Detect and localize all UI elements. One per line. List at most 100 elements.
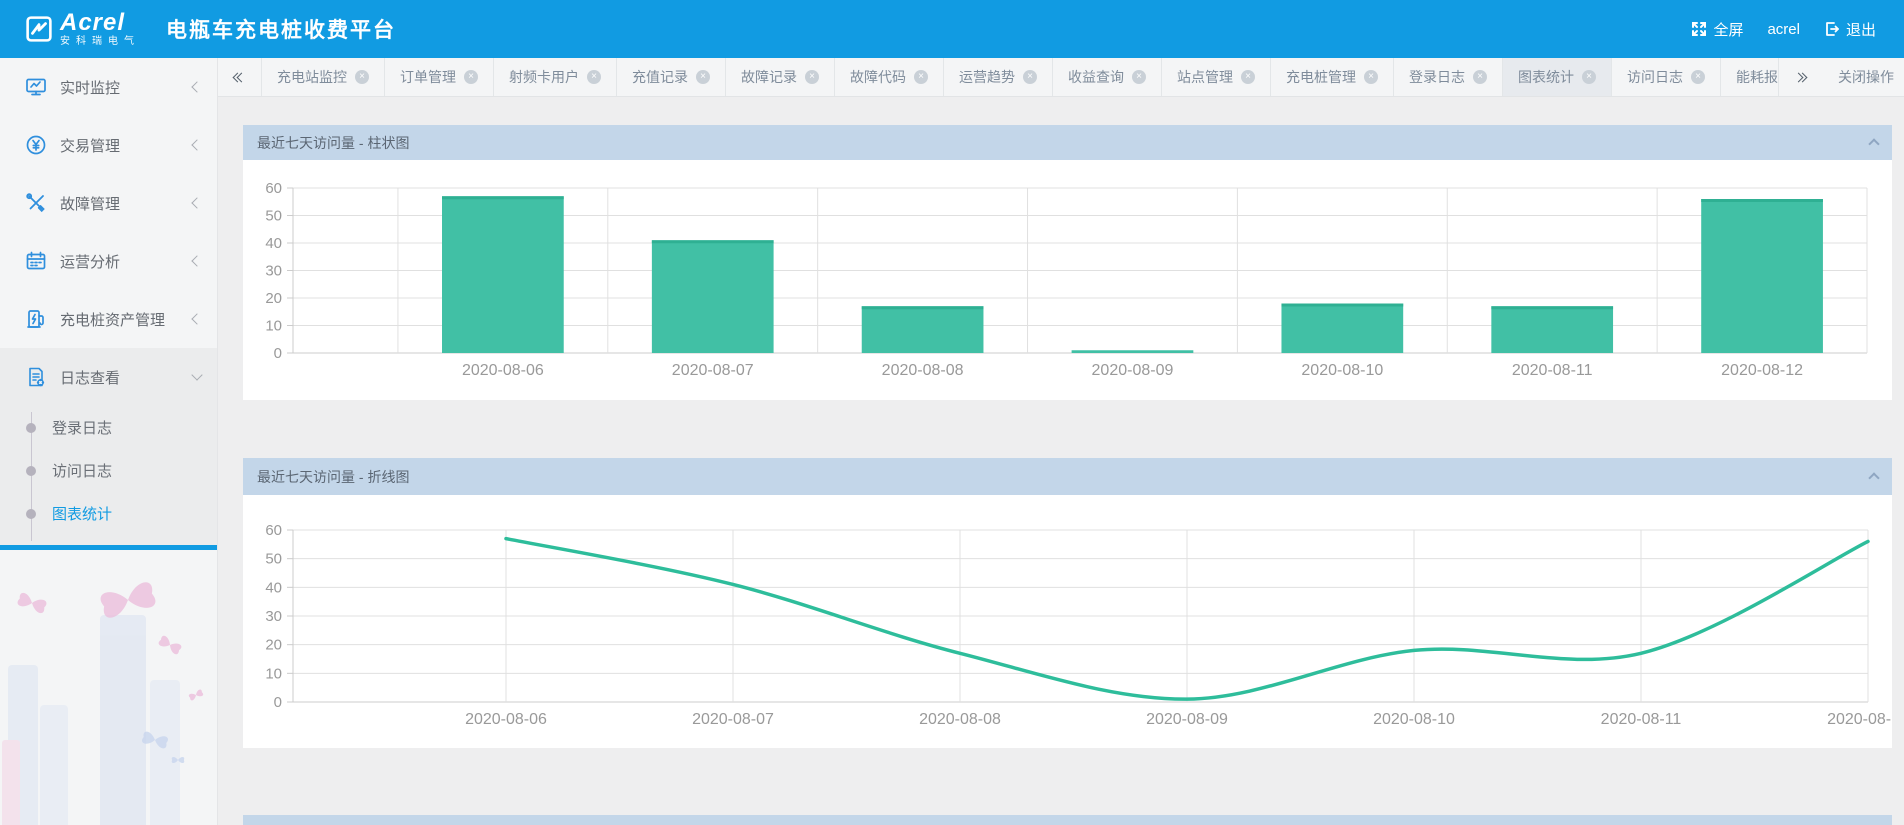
- tab-11[interactable]: 图表统计 ×: [1503, 58, 1612, 96]
- svg-text:30: 30: [265, 263, 282, 280]
- sidebar-item-3[interactable]: 运营分析: [0, 232, 217, 290]
- tab-5[interactable]: 故障代码 ×: [835, 58, 944, 96]
- tab-6[interactable]: 运营趋势 ×: [944, 58, 1053, 96]
- svg-text:2020-08-09: 2020-08-09: [1146, 711, 1228, 728]
- sidebar-item-2[interactable]: 故障管理: [0, 174, 217, 232]
- svg-text:2020-08-08: 2020-08-08: [882, 362, 964, 379]
- calendar-icon: [25, 250, 47, 272]
- collapse-panel-icon[interactable]: [1868, 472, 1880, 484]
- logo-subtext: 安科瑞电气: [60, 36, 140, 47]
- sidebar-item-label: 故障管理: [60, 195, 121, 213]
- fullscreen-button[interactable]: 全屏: [1685, 15, 1749, 44]
- close-tab-icon[interactable]: ×: [1023, 70, 1037, 84]
- sidebar-subitem-2[interactable]: 图表统计: [0, 492, 217, 535]
- sidebar-active-divider: [0, 545, 217, 550]
- logout-button[interactable]: 退出: [1818, 15, 1882, 44]
- svg-text:20: 20: [265, 290, 282, 307]
- svg-text:10: 10: [265, 665, 282, 682]
- svg-text:60: 60: [265, 180, 282, 197]
- logout-icon: [1826, 22, 1839, 36]
- line-chart-panel: 最近七天访问量 - 折线图 0 10 20 30 40 50 60 2020-08-06 202…: [243, 458, 1892, 748]
- close-tab-icon[interactable]: ×: [587, 70, 601, 84]
- svg-text:30: 30: [265, 608, 282, 625]
- close-tab-icon[interactable]: ×: [355, 70, 369, 84]
- tab-label: 图表统计: [1518, 69, 1574, 85]
- username[interactable]: acrel: [1767, 20, 1800, 38]
- close-tab-icon[interactable]: ×: [1691, 70, 1705, 84]
- svg-text:2020-08-07: 2020-08-07: [672, 362, 754, 379]
- svg-text:0: 0: [274, 694, 282, 711]
- sidebar-subitem-label: 访问日志: [52, 463, 113, 480]
- tab-2[interactable]: 射频卡用户 ×: [494, 58, 617, 96]
- svg-text:2020-08-12: 2020-08-12: [1721, 362, 1803, 379]
- tab-12[interactable]: 访问日志 ×: [1612, 58, 1721, 96]
- svg-text:10: 10: [265, 318, 282, 335]
- svg-text:2020-08-06: 2020-08-06: [465, 711, 547, 728]
- close-operations-button[interactable]: 关闭操作: [1822, 58, 1904, 96]
- monitor-icon: [25, 76, 47, 98]
- tab-label: 充电站监控: [277, 69, 347, 85]
- tab-label: 射频卡用户: [509, 69, 579, 85]
- svg-text:2020-08-10: 2020-08-10: [1301, 362, 1383, 379]
- close-tab-icon[interactable]: ×: [1364, 70, 1378, 84]
- close-tab-icon[interactable]: ×: [1241, 70, 1255, 84]
- tab-9[interactable]: 充电桩管理 ×: [1271, 58, 1394, 96]
- tab-label: 能耗报表: [1736, 69, 1778, 85]
- close-tab-icon[interactable]: ×: [914, 70, 928, 84]
- logout-label: 退出: [1845, 21, 1876, 39]
- line-chart-panel-header: 最近七天访问量 - 折线图: [243, 458, 1892, 495]
- tab-13[interactable]: 能耗报表×: [1721, 58, 1778, 96]
- close-tab-icon[interactable]: ×: [1473, 70, 1487, 84]
- bullet-dot-icon: [26, 465, 36, 476]
- svg-text:2020-08-06: 2020-08-06: [462, 362, 544, 379]
- chevron-left-icon: [191, 139, 203, 151]
- tab-7[interactable]: 收益查询 ×: [1053, 58, 1162, 96]
- sidebar-item-0[interactable]: 实时监控: [0, 58, 217, 116]
- close-tab-icon[interactable]: ×: [805, 70, 819, 84]
- tabs-scroll-left-button[interactable]: [218, 58, 262, 96]
- tab-3[interactable]: 充值记录 ×: [617, 58, 726, 96]
- tab-8[interactable]: 站点管理 ×: [1162, 58, 1271, 96]
- svg-text:60: 60: [265, 522, 282, 539]
- tab-10[interactable]: 登录日志 ×: [1394, 58, 1503, 96]
- tab-label: 收益查询: [1068, 69, 1124, 85]
- third-panel-header-partial: [243, 815, 1892, 825]
- sidebar-subitem-label: 登录日志: [52, 420, 113, 437]
- close-tab-icon[interactable]: ×: [1582, 70, 1596, 84]
- close-tab-icon[interactable]: ×: [464, 70, 478, 84]
- tab-1[interactable]: 订单管理 ×: [385, 58, 494, 96]
- fullscreen-label: 全屏: [1713, 21, 1744, 39]
- close-tab-icon[interactable]: ×: [696, 70, 710, 84]
- submenu-rail: [31, 412, 32, 541]
- svg-text:2020-08-10: 2020-08-10: [1373, 711, 1455, 728]
- bullet-dot-icon: [26, 422, 36, 433]
- sidebar-subitem-0[interactable]: 登录日志: [0, 406, 217, 449]
- bullet-dot-icon: [26, 508, 36, 519]
- tabs-list: 充电站监控 × 订单管理 × 射频卡用户 × 充值记录 × 故障记录 × 故障代码 × 运营趋势 × 收益查…: [262, 58, 1778, 96]
- collapse-panel-icon[interactable]: [1868, 138, 1880, 150]
- tab-label: 运营趋势: [959, 69, 1015, 85]
- sidebar-item-label: 充电桩资产管理: [60, 311, 166, 329]
- page-title: 电瓶车充电桩收费平台: [166, 19, 396, 42]
- svg-text:40: 40: [265, 579, 282, 596]
- bar-chart-title: 最近七天访问量 - 柱状图: [257, 134, 410, 151]
- svg-text:2020-08-12: 2020-08-12: [1827, 711, 1892, 728]
- fullscreen-icon: [1692, 22, 1707, 36]
- tab-label: 登录日志: [1409, 69, 1465, 85]
- sidebar-item-5[interactable]: 日志查看: [0, 348, 217, 406]
- svg-text:2020-08-08: 2020-08-08: [919, 711, 1001, 728]
- sidebar-item-1[interactable]: 交易管理: [0, 116, 217, 174]
- close-operations-label: 关闭操作: [1838, 69, 1894, 85]
- close-tab-icon[interactable]: ×: [1132, 70, 1146, 84]
- tab-label: 故障记录: [741, 69, 797, 85]
- tab-0[interactable]: 充电站监控 ×: [262, 58, 385, 96]
- logo-text: Acrel: [60, 9, 126, 36]
- sidebar: 实时监控 交易管理故障管理运营分析充电桩资产管理日志查看 登录日志访问日志图表统计: [0, 58, 218, 825]
- tabs-scroll-right-button[interactable]: [1778, 58, 1822, 96]
- sidebar-item-4[interactable]: 充电桩资产管理: [0, 290, 217, 348]
- log-icon: [25, 366, 47, 388]
- tab-4[interactable]: 故障记录 ×: [726, 58, 835, 96]
- tab-label: 订单管理: [400, 69, 456, 85]
- sidebar-subitem-1[interactable]: 访问日志: [0, 449, 217, 492]
- double-chevron-left-icon: [232, 72, 247, 82]
